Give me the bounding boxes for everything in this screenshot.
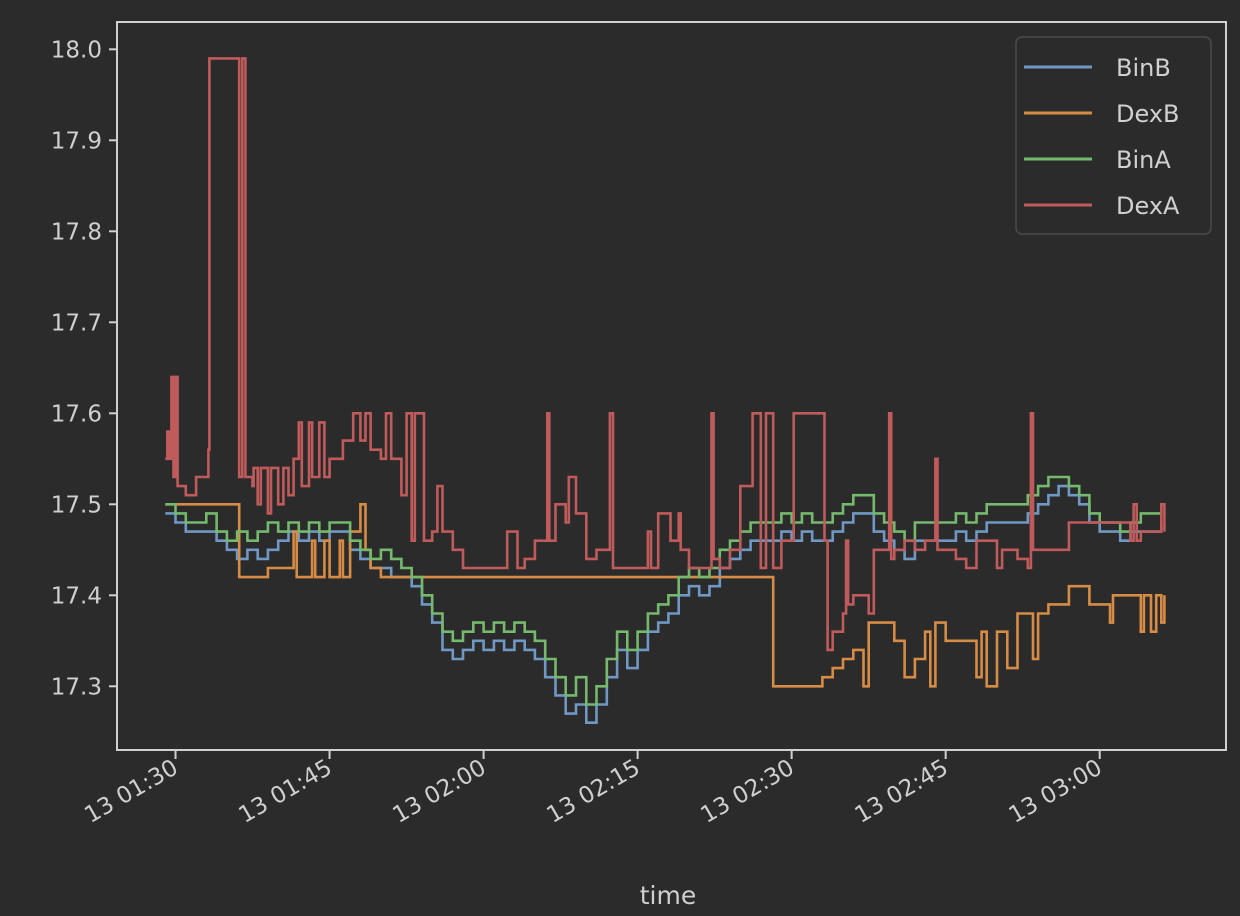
legend-label-dexa: DexA (1116, 192, 1180, 220)
legend-label-bina: BinA (1116, 146, 1171, 174)
series-layer (165, 57, 1166, 724)
y-tick-label: 17.8 (51, 219, 102, 245)
x-axis-title: time (640, 881, 696, 910)
legend: BinB DexB BinA DexA (1015, 36, 1212, 235)
y-tick-label: 17.9 (51, 128, 102, 154)
series-bina (165, 475, 1163, 706)
legend-box (1015, 36, 1212, 235)
series-dexa (165, 57, 1166, 652)
series-dexb (165, 503, 1166, 688)
series-binb (165, 484, 1163, 724)
legend-label-binb: BinB (1116, 54, 1171, 82)
y-tick-label: 17.4 (51, 583, 102, 609)
y-tick-label: 17.3 (51, 674, 102, 700)
y-tick-label: 17.5 (51, 492, 102, 518)
y-tick-label: 18.0 (51, 37, 102, 63)
legend-label-dexb: DexB (1116, 100, 1180, 128)
y-axis: 18.0 17.9 17.8 17.7 17.6 17.5 17.4 17.3 (51, 37, 117, 700)
plot-frame (116, 21, 1227, 751)
y-tick-label: 17.6 (51, 401, 102, 427)
y-tick-label: 17.7 (51, 310, 102, 336)
